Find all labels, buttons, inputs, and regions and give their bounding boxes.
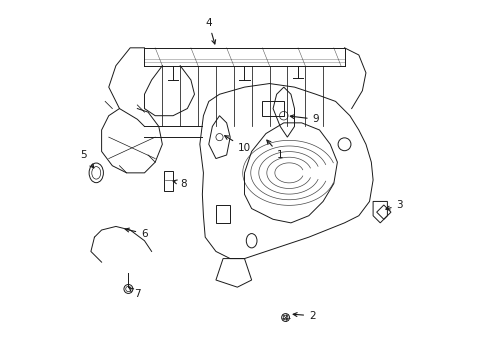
Text: 5: 5	[80, 150, 94, 168]
Text: 6: 6	[125, 228, 147, 239]
Bar	[216, 205, 230, 223]
Text: 7: 7	[129, 288, 141, 299]
Text: 9: 9	[290, 114, 319, 124]
Text: 8: 8	[173, 179, 187, 189]
Text: 1: 1	[266, 140, 283, 160]
Text: 4: 4	[205, 18, 215, 44]
Text: 10: 10	[224, 136, 250, 153]
Bar	[164, 171, 173, 191]
Text: 3: 3	[385, 200, 403, 210]
Text: 2: 2	[293, 311, 315, 321]
Bar	[262, 102, 283, 116]
